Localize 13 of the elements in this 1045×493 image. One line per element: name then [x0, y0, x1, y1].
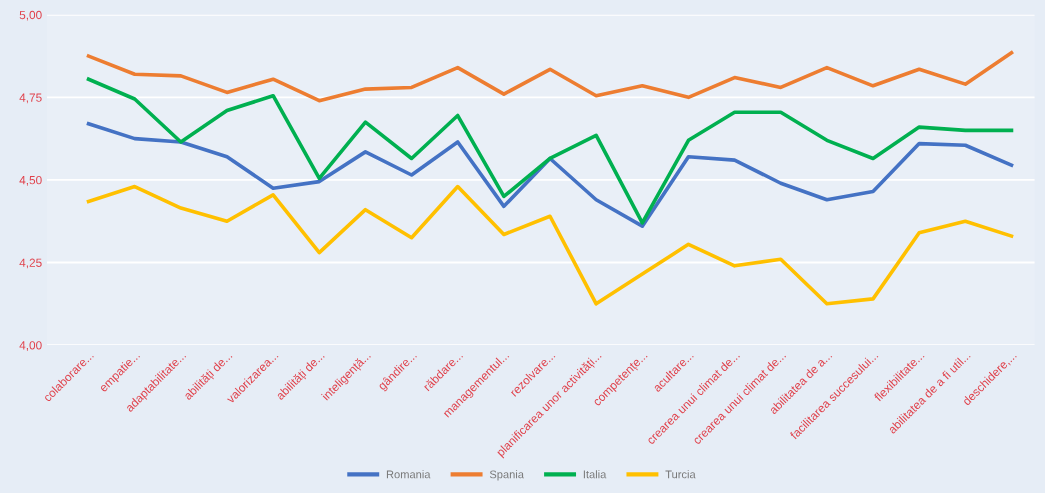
- y-tick-label: 4,00: [19, 341, 42, 351]
- line-series: [86, 77, 1014, 225]
- legend-label: Italia: [583, 470, 607, 479]
- y-tick-label: 4,75: [19, 93, 42, 104]
- line-series: [86, 50, 1014, 103]
- line-series: [86, 121, 1014, 228]
- line-series: [86, 184, 1014, 306]
- y-tick-label: 5,00: [19, 10, 42, 21]
- legend-label: Turcia: [665, 470, 696, 479]
- y-tick-label: 4,25: [19, 258, 42, 269]
- legend-label: Spania: [489, 470, 524, 481]
- y-tick-label: 4,50: [19, 175, 42, 186]
- legend-label: Romania: [386, 470, 431, 479]
